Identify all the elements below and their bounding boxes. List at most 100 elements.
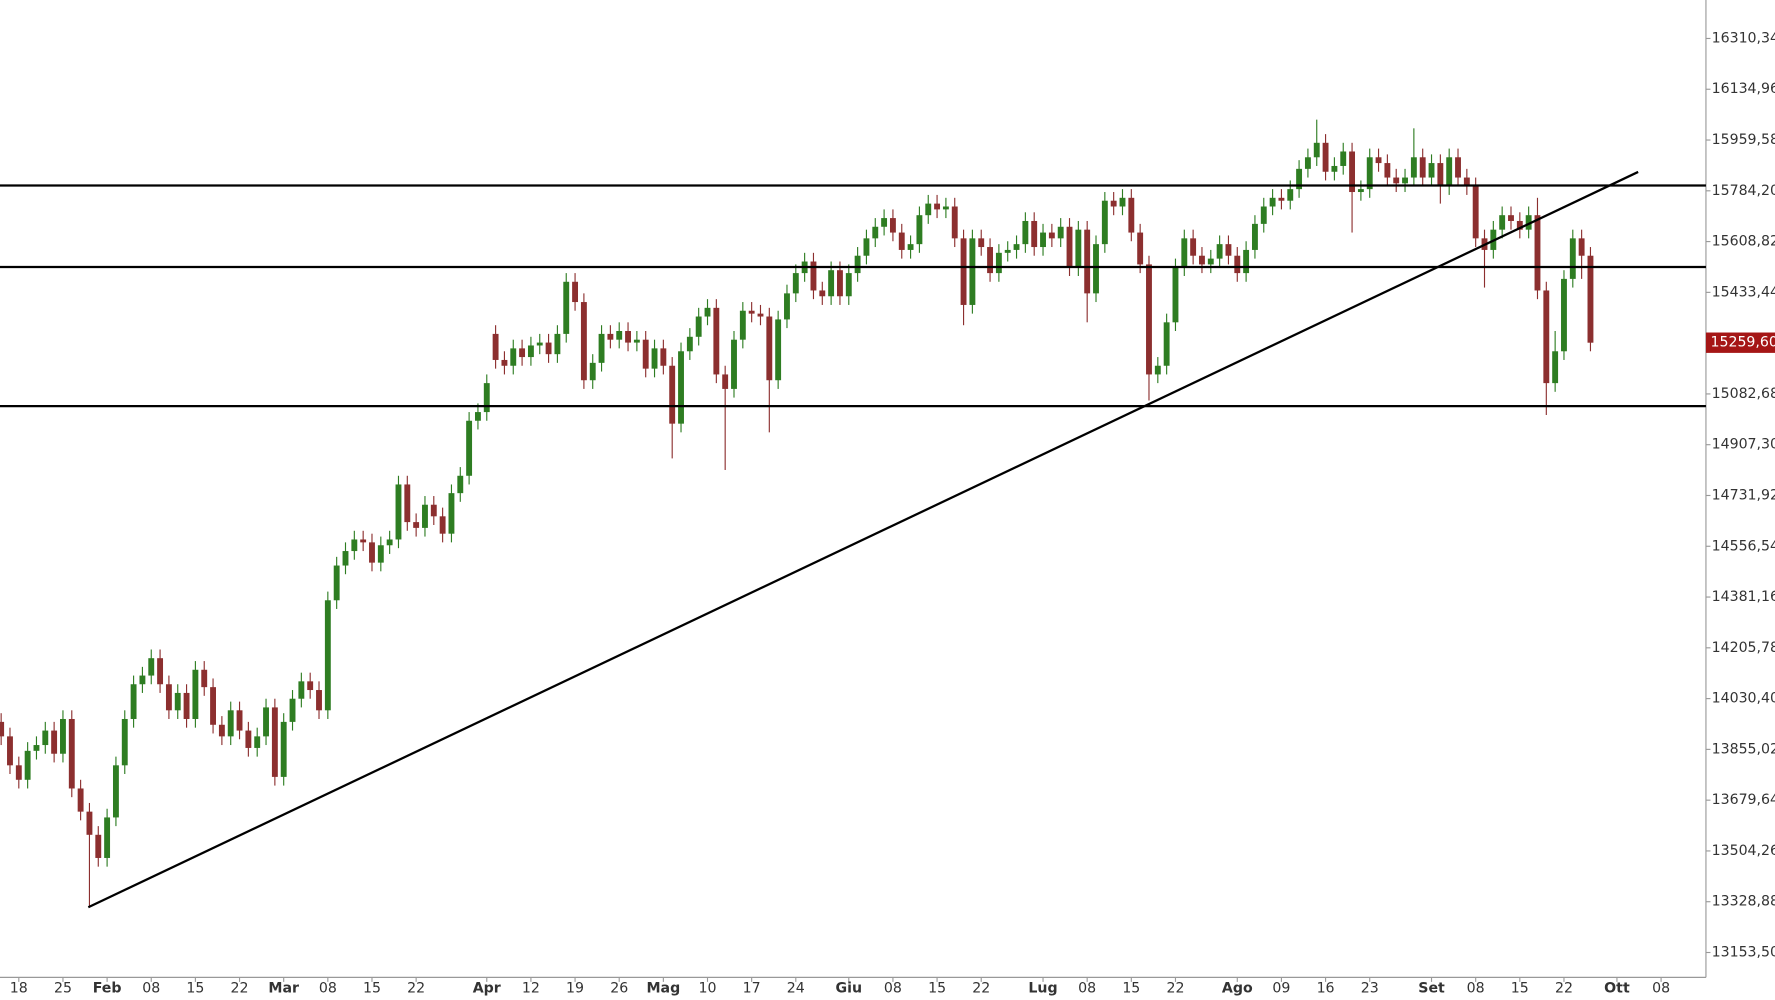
- candle-body: [695, 316, 702, 337]
- candle-body: [1304, 157, 1311, 169]
- candle-body: [1119, 197, 1126, 207]
- candle-body: [501, 359, 508, 366]
- candle-body: [995, 252, 1002, 274]
- candle-body: [942, 206, 949, 210]
- candle-body: [1375, 157, 1382, 164]
- candle-body: [1349, 151, 1356, 193]
- candle-body: [316, 690, 322, 711]
- candle-body: [201, 669, 208, 688]
- candle-body: [889, 218, 896, 233]
- candle-body: [1048, 232, 1055, 239]
- candle-body: [1260, 206, 1267, 224]
- candle-body: [280, 721, 287, 777]
- last-price-label: 15259,60: [1710, 335, 1775, 351]
- candle-body: [625, 331, 631, 343]
- candle-body: [1384, 163, 1391, 178]
- candle-body: [598, 333, 605, 363]
- candle-body: [121, 718, 128, 766]
- candle-body: [0, 721, 5, 737]
- candle-body: [837, 270, 843, 297]
- y-tick-label: 15082,68: [1712, 386, 1775, 402]
- candle-body: [1172, 267, 1179, 323]
- candle-body: [1322, 142, 1329, 172]
- candle-body: [430, 504, 437, 517]
- candle-body: [898, 232, 905, 250]
- candle-body: [572, 281, 579, 303]
- x-tick-label: 22: [972, 981, 990, 997]
- candle-body: [792, 273, 799, 294]
- candle-body: [333, 565, 340, 601]
- x-tick-label: 08: [319, 981, 337, 997]
- candle-body: [1040, 232, 1046, 248]
- x-tick-label: 15: [186, 981, 204, 997]
- candle-body: [1004, 249, 1011, 253]
- candle-body: [1463, 177, 1470, 187]
- candle-body: [1243, 249, 1250, 274]
- x-tick-label: 26: [610, 981, 628, 997]
- candle-body: [492, 333, 499, 360]
- candle-body: [1190, 238, 1197, 256]
- candle-body: [1402, 177, 1408, 184]
- x-tick-label: 08: [1078, 981, 1096, 997]
- candle-body: [713, 307, 720, 375]
- y-tick-label: 13504,26: [1712, 843, 1775, 859]
- candle-body: [236, 710, 243, 731]
- last-price-marker: [1705, 332, 1775, 353]
- candle-body: [1199, 255, 1205, 265]
- candle-body: [1269, 197, 1276, 207]
- candle-body: [386, 539, 393, 546]
- x-tick-label: Ott: [1604, 981, 1630, 997]
- x-tick-label: 18: [10, 981, 28, 997]
- x-tick-label: 22: [231, 981, 249, 997]
- x-tick-label: 22: [1555, 981, 1573, 997]
- candle-body: [1101, 200, 1108, 245]
- candle-body: [669, 365, 676, 424]
- y-tick-label: 15433,44: [1712, 284, 1775, 300]
- candle-body: [1472, 186, 1479, 239]
- candle-body: [642, 339, 649, 369]
- candle-body: [1287, 189, 1294, 201]
- candle-body: [1296, 168, 1303, 190]
- candle-body: [616, 331, 623, 340]
- candle-body: [969, 238, 976, 305]
- candle-body: [271, 707, 278, 777]
- candle-body: [1410, 157, 1417, 178]
- candle-body: [157, 658, 164, 685]
- candle-body: [1216, 244, 1223, 259]
- candle-body: [881, 218, 888, 227]
- candle-body: [607, 333, 614, 340]
- y-tick-label: 15959,58: [1712, 132, 1775, 148]
- candle-body: [1419, 157, 1426, 178]
- candle-body: [1084, 229, 1091, 294]
- y-tick-label: 16310,34: [1712, 30, 1775, 46]
- candle-body: [210, 687, 216, 725]
- x-tick-label: 08: [1652, 981, 1670, 997]
- candle-body: [1313, 142, 1320, 158]
- candle-body: [1207, 258, 1214, 265]
- candle-body: [86, 811, 93, 835]
- candle-body: [1137, 232, 1144, 265]
- candle-body: [580, 302, 587, 381]
- candle-body: [139, 675, 146, 685]
- candle-body: [1428, 163, 1435, 178]
- candle-body: [510, 348, 517, 366]
- candle-body: [245, 730, 252, 748]
- candle-body: [377, 545, 384, 563]
- candle-body: [1357, 189, 1364, 193]
- x-tick-label: Lug: [1028, 981, 1057, 997]
- candle-body: [554, 333, 561, 355]
- x-tick-label: 22: [407, 981, 425, 997]
- candle-body: [1075, 229, 1082, 268]
- candle-body: [819, 290, 826, 297]
- candle-body: [324, 600, 331, 711]
- candle-body: [704, 307, 711, 317]
- candle-body: [1066, 226, 1073, 268]
- candle-body: [395, 484, 402, 540]
- candle-body: [775, 319, 782, 381]
- x-tick-label: 15: [928, 981, 946, 997]
- x-tick-label: 08: [1467, 981, 1485, 997]
- x-tick-label: Mag: [647, 981, 681, 997]
- candle-body: [784, 293, 790, 320]
- x-tick-label: 12: [522, 981, 540, 997]
